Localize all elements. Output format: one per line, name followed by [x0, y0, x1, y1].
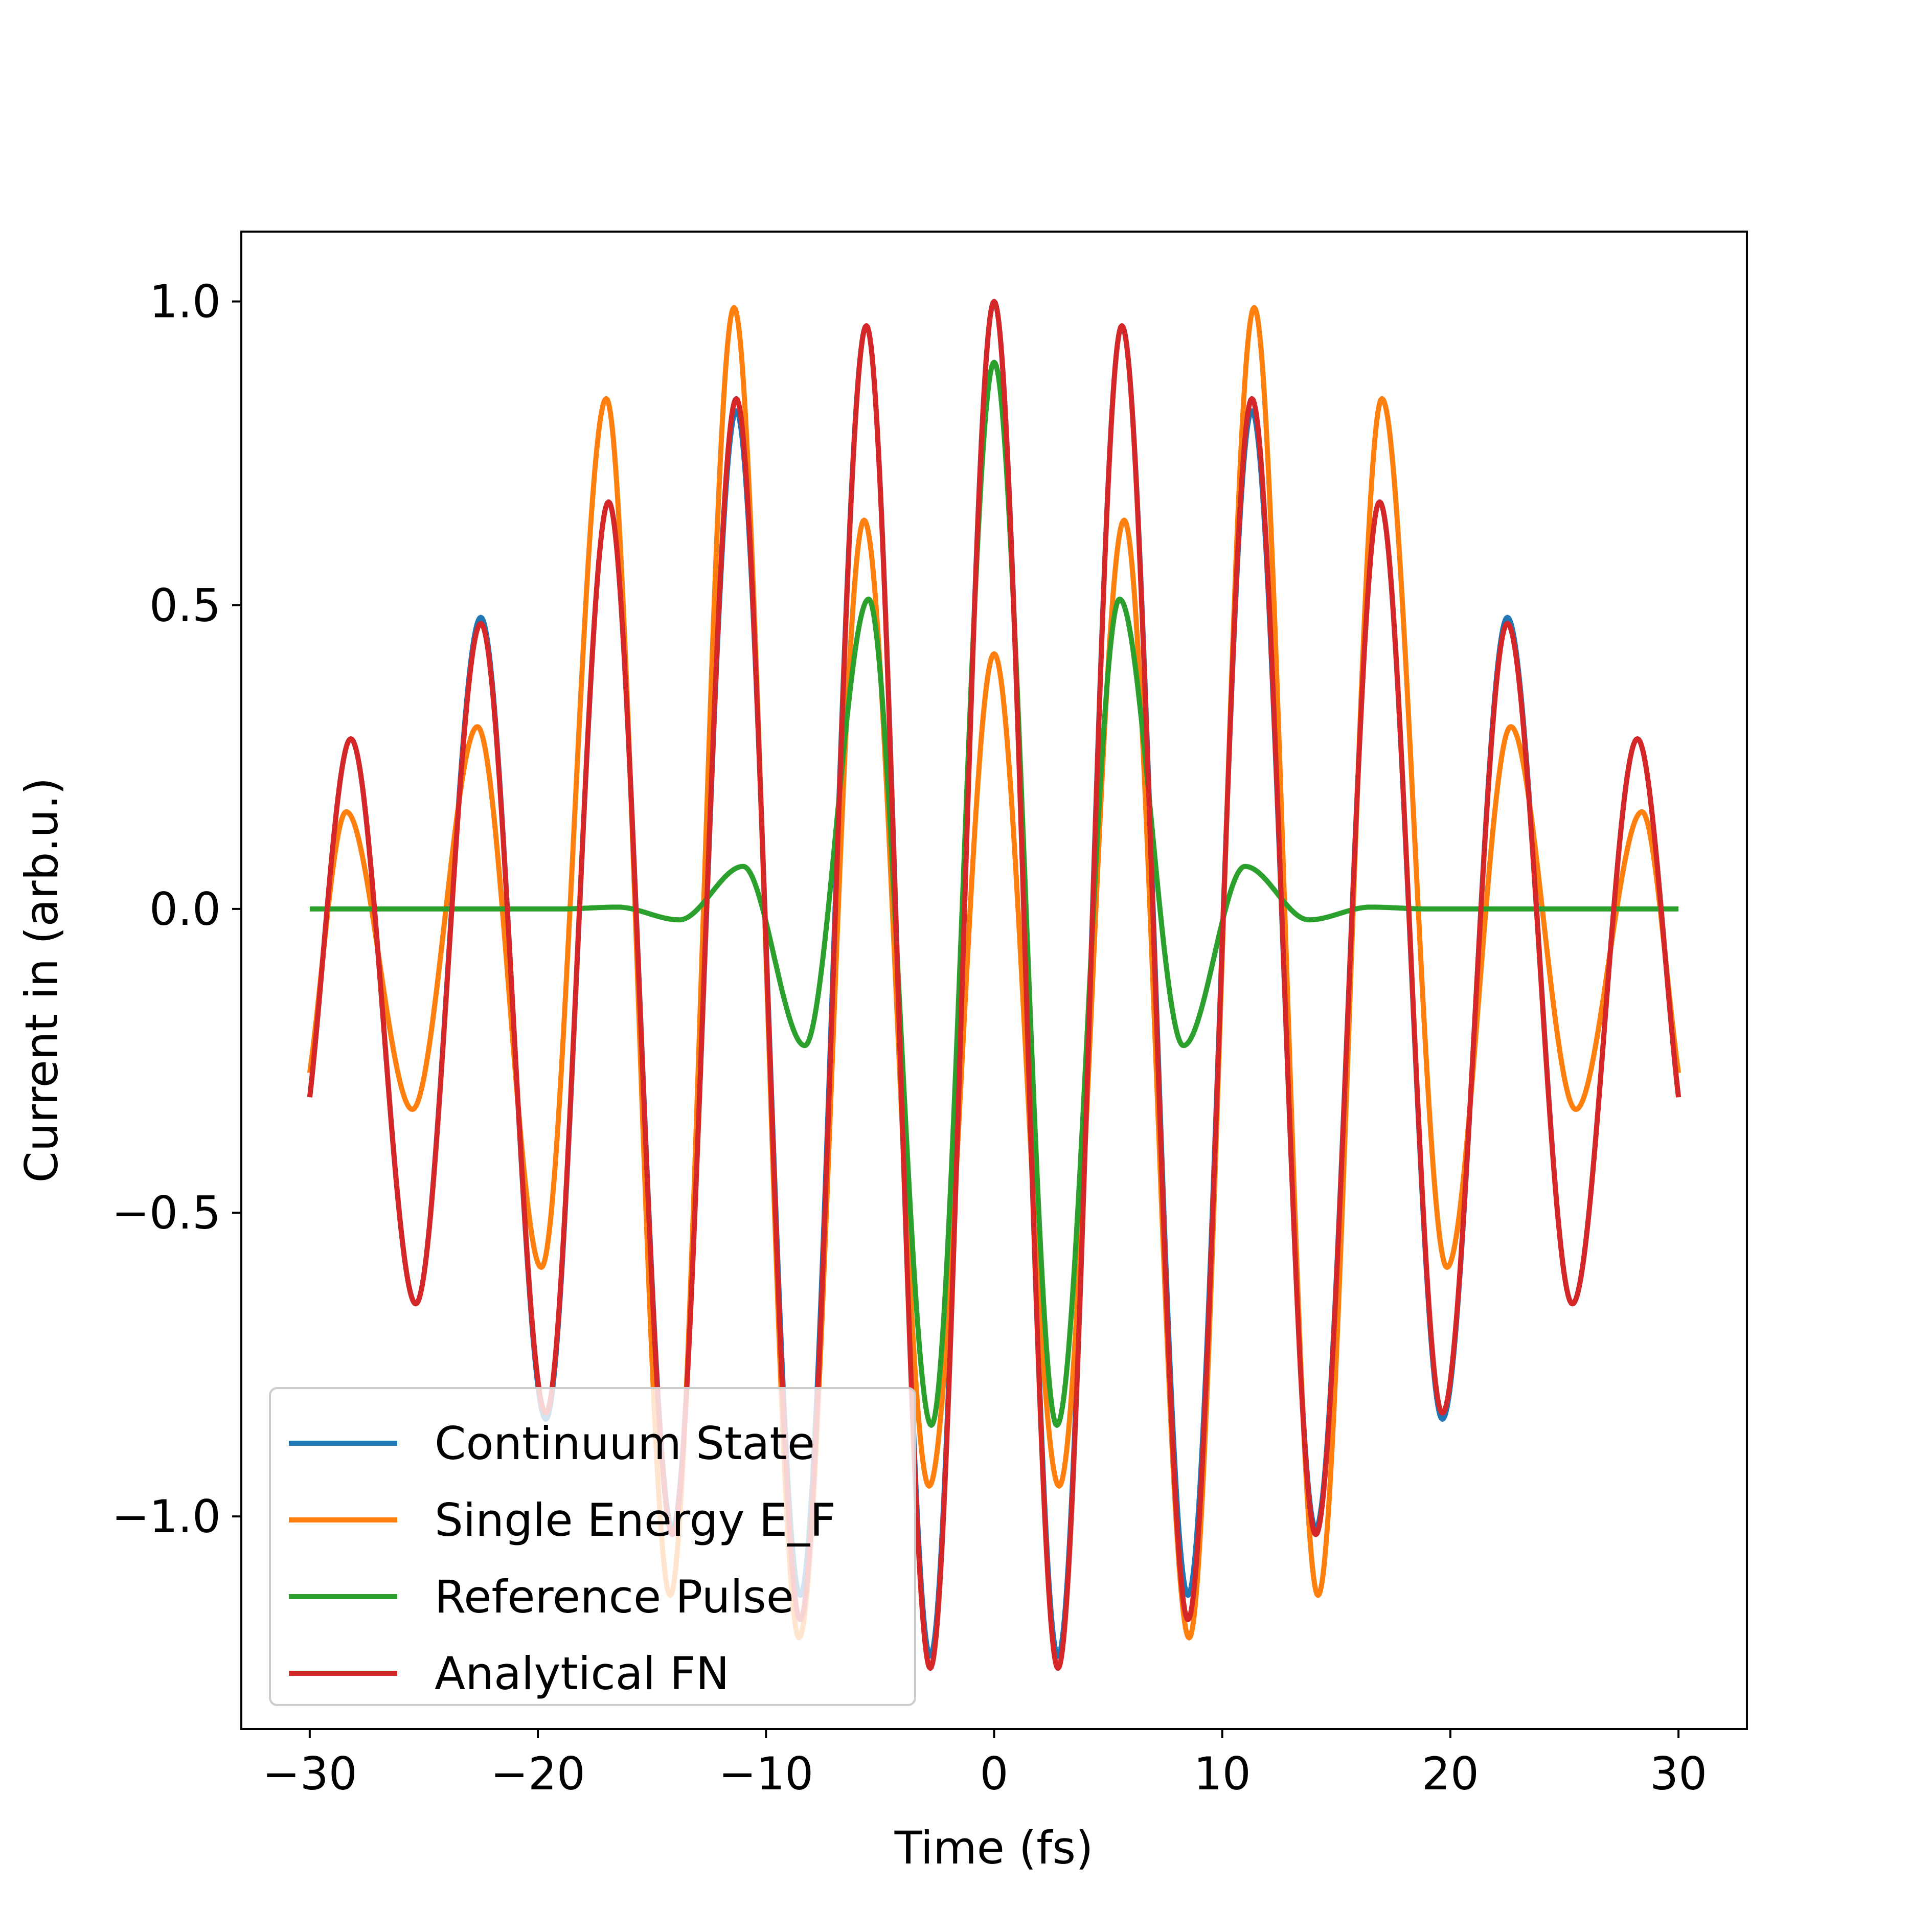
x-tick-label: 20 [1422, 1747, 1479, 1800]
y-tick-label: 1.0 [149, 276, 221, 328]
y-tick-label: −1.0 [111, 1490, 221, 1543]
x-tick-label: −20 [490, 1747, 585, 1800]
legend-box [269, 1387, 916, 1706]
legend: Continuum State Single Energy E_F Referenc… [269, 1387, 916, 1706]
series-line-4 [307, 299, 1681, 1671]
y-tick-label: −0.5 [111, 1187, 221, 1239]
legend-entry-label: Reference Pulse [435, 1571, 794, 1623]
legend-entry-label: Continuum State [435, 1417, 815, 1470]
x-tick-label: 10 [1194, 1747, 1251, 1800]
x-tick-label: −10 [718, 1747, 813, 1800]
x-axis: −30 −20 −10 0 10 20 30 [262, 1729, 1707, 1800]
y-tick-label: 0.5 [149, 579, 221, 632]
series-line-2 [307, 305, 1681, 1641]
x-tick-label: −30 [262, 1747, 357, 1800]
x-axis-label: Time (fs) [894, 1822, 1094, 1874]
y-tick-label: 0.0 [149, 883, 221, 936]
x-tick-label: 0 [980, 1747, 1009, 1800]
x-tick-label: 30 [1650, 1747, 1707, 1800]
series-line-3 [308, 359, 1680, 1428]
legend-entry-label: Single Energy E_F [435, 1494, 836, 1547]
legend-entry-label: Analytical FN [435, 1647, 730, 1700]
series-layer [307, 299, 1681, 1671]
y-axis: −1.0 −0.5 0.0 0.5 1.0 [111, 276, 241, 1543]
y-axis-label: Current in (arb.u.) [15, 777, 68, 1183]
